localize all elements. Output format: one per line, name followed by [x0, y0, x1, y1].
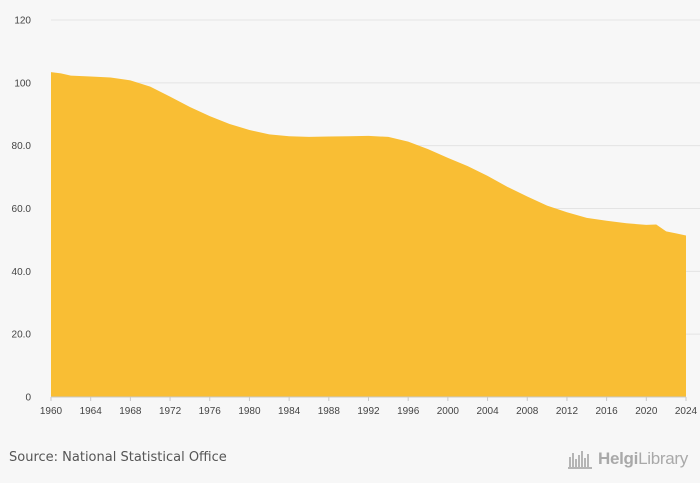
x-tick-label: 2020 — [635, 406, 658, 417]
series-area-layer — [51, 72, 686, 398]
source-note: Source: National Statistical Office — [9, 450, 227, 465]
y-tick-label: 40.0 — [12, 267, 32, 278]
x-tick-label: 1972 — [159, 406, 182, 417]
x-tick-label: 2024 — [675, 406, 698, 417]
x-tick-label: 2000 — [437, 406, 460, 417]
x-tick-label: 1980 — [238, 406, 261, 417]
y-tick-label: 20.0 — [12, 330, 32, 341]
x-axis: 1960 1964 1968 1972 1976 1980 1984 1988 1992 1996… — [40, 397, 698, 417]
x-tick-label: 1992 — [357, 406, 380, 417]
y-tick-label: 0 — [25, 393, 31, 404]
y-tick-label: 60.0 — [12, 204, 32, 215]
brand-name-bold: Helgi — [598, 449, 639, 468]
series-area — [51, 72, 686, 398]
x-tick-label: 1964 — [80, 406, 103, 417]
y-axis: 0 20.0 40.0 60.0 80.0 100 120 — [12, 16, 32, 404]
x-tick-label: 1984 — [278, 406, 301, 417]
library-icon — [568, 451, 592, 469]
x-tick-label: 1988 — [318, 406, 341, 417]
x-tick-label: 1996 — [397, 406, 420, 417]
x-tick-label: 1960 — [40, 406, 63, 417]
brand-name: HelgiLibrary — [598, 449, 688, 469]
x-tick-label: 2004 — [476, 406, 499, 417]
x-tick-label: 1976 — [199, 406, 222, 417]
y-tick-label: 120 — [14, 16, 31, 27]
x-tick-label: 2016 — [596, 406, 619, 417]
y-tick-label: 100 — [14, 78, 31, 89]
brand-name-light: Library — [638, 449, 688, 468]
x-tick-label: 1968 — [119, 406, 142, 417]
area-chart: 0 20.0 40.0 60.0 80.0 100 120 1960 1964 1968 1972… — [12, 16, 700, 417]
x-tick-label: 2012 — [556, 406, 579, 417]
x-tick-label: 2008 — [516, 406, 539, 417]
y-tick-label: 80.0 — [12, 141, 32, 152]
brand-logo[interactable]: HelgiLibrary — [568, 449, 688, 469]
